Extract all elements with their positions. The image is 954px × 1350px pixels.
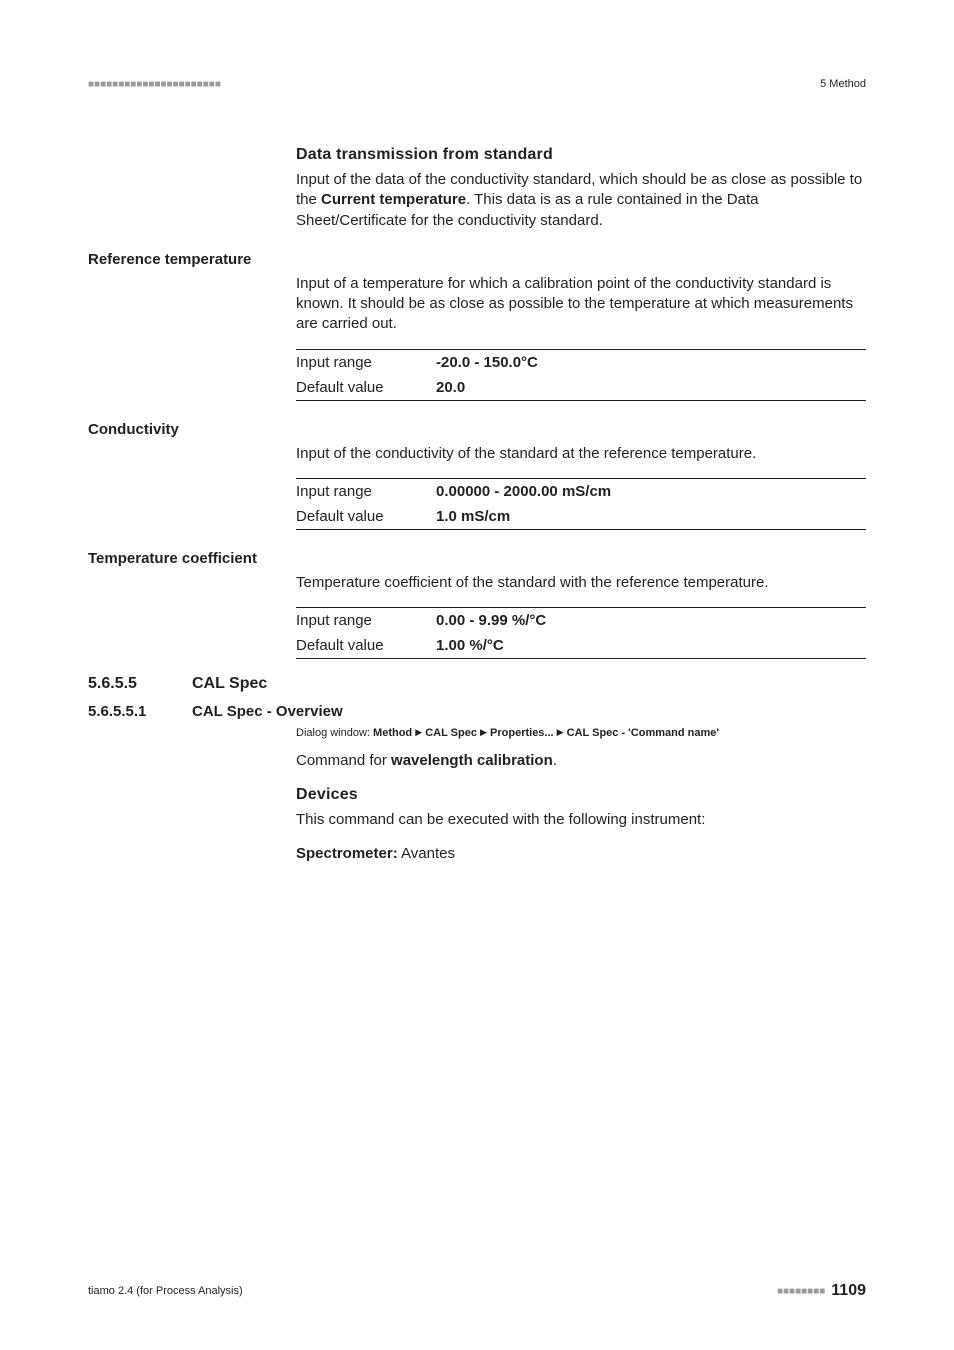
para-conductivity: Input of the conductivity of the standar… bbox=[296, 444, 866, 464]
para-temperature-coefficient: Temperature coefficient of the standard … bbox=[296, 573, 866, 593]
label-conductivity: Conductivity bbox=[88, 421, 866, 438]
path-segment: Properties... bbox=[490, 727, 554, 739]
para-spectrometer: Spectrometer: Avantes bbox=[296, 844, 866, 864]
para-text: Command for bbox=[296, 752, 391, 769]
triangle-icon: ▶ bbox=[480, 727, 487, 737]
table-cell-label: Input range bbox=[296, 349, 436, 375]
heading-devices: Devices bbox=[296, 786, 866, 804]
para-strong-wavelength-calibration: wavelength calibration bbox=[391, 752, 553, 769]
triangle-icon: ▶ bbox=[557, 727, 564, 737]
table-cell-value: 1.0 mS/cm bbox=[436, 504, 866, 530]
footer-dashes: ■■■■■■■■ bbox=[777, 1286, 825, 1297]
spectrometer-value: Avantes bbox=[398, 845, 455, 862]
table-cell-label: Default value bbox=[296, 504, 436, 530]
table-reference-temperature: Input range -20.0 - 150.0°C Default valu… bbox=[296, 349, 866, 401]
spectrometer-label: Spectrometer: bbox=[296, 845, 398, 862]
table-cell-label: Input range bbox=[296, 608, 436, 634]
para-data-transmission: Input of the data of the conductivity st… bbox=[296, 170, 866, 231]
dialog-prefix: Dialog window: bbox=[296, 727, 373, 739]
table-cell-label: Input range bbox=[296, 478, 436, 504]
table-cell-value: 1.00 %/°C bbox=[436, 633, 866, 659]
para-command-for: Command for wavelength calibration. bbox=[296, 751, 866, 771]
footer-product-name: tiamo 2.4 (for Process Analysis) bbox=[88, 1285, 243, 1297]
heading-number: 5.6.5.5 bbox=[88, 675, 192, 693]
page-number: 1109 bbox=[831, 1282, 866, 1300]
table-cell-value: 0.00 - 9.99 %/°C bbox=[436, 608, 866, 634]
triangle-icon: ▶ bbox=[415, 727, 422, 737]
heading-5-6-5-5-1: 5.6.5.5.1 CAL Spec - Overview bbox=[88, 703, 866, 720]
dialog-window-path: Dialog window: Method ▶ CAL Spec ▶ Prope… bbox=[296, 726, 866, 741]
table-cell-value: 20.0 bbox=[436, 375, 866, 401]
para-text: . bbox=[553, 752, 557, 769]
para-devices: This command can be executed with the fo… bbox=[296, 810, 866, 830]
path-segment: CAL Spec bbox=[425, 727, 477, 739]
para-reference-temperature: Input of a temperature for which a calib… bbox=[296, 274, 866, 335]
table-conductivity: Input range 0.00000 - 2000.00 mS/cm Defa… bbox=[296, 478, 866, 530]
table-temperature-coefficient: Input range 0.00 - 9.99 %/°C Default val… bbox=[296, 607, 866, 659]
para-strong-current-temperature: Current temperature bbox=[321, 191, 466, 208]
header-dashes: ■■■■■■■■■■■■■■■■■■■■■■ bbox=[88, 79, 221, 90]
header-section-label: 5 Method bbox=[820, 78, 866, 90]
label-reference-temperature: Reference temperature bbox=[88, 251, 866, 268]
path-segment: CAL Spec - 'Command name' bbox=[567, 727, 719, 739]
table-cell-value: 0.00000 - 2000.00 mS/cm bbox=[436, 478, 866, 504]
table-cell-label: Default value bbox=[296, 633, 436, 659]
table-cell-label: Default value bbox=[296, 375, 436, 401]
heading-5-6-5-5: 5.6.5.5 CAL Spec bbox=[88, 675, 866, 693]
table-cell-value: -20.0 - 150.0°C bbox=[436, 349, 866, 375]
heading-data-transmission: Data transmission from standard bbox=[296, 146, 866, 164]
path-segment: Method bbox=[373, 727, 412, 739]
heading-text: CAL Spec bbox=[192, 675, 267, 693]
label-temperature-coefficient: Temperature coefficient bbox=[88, 550, 866, 567]
heading-text: CAL Spec - Overview bbox=[192, 703, 343, 720]
heading-number: 5.6.5.5.1 bbox=[88, 703, 192, 720]
